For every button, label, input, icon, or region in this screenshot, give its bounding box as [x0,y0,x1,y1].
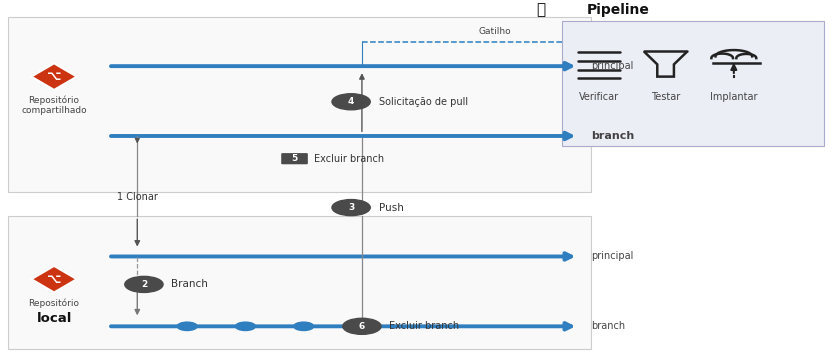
Circle shape [332,94,370,110]
FancyBboxPatch shape [281,153,308,164]
Text: 3: 3 [348,203,354,212]
Text: 4: 4 [348,97,354,106]
Text: Repositório: Repositório [28,298,80,308]
Text: Verificar: Verificar [579,92,619,102]
Text: principal: principal [591,251,633,261]
Text: 5: 5 [291,154,298,163]
Text: Gatilho: Gatilho [478,27,512,36]
Text: compartilhado: compartilhado [22,106,87,115]
Text: ⌥: ⌥ [47,273,62,286]
FancyBboxPatch shape [8,17,591,192]
Text: branch: branch [591,321,625,331]
Text: local: local [37,312,72,325]
Polygon shape [32,266,77,292]
Circle shape [177,322,197,330]
Text: Pipeline: Pipeline [587,3,650,17]
Text: Branch: Branch [171,279,208,289]
Polygon shape [32,63,77,90]
Text: Repositório: Repositório [28,96,80,105]
Text: principal: principal [591,61,633,71]
Text: 6: 6 [359,322,365,331]
Text: Excluir branch: Excluir branch [389,321,459,331]
FancyBboxPatch shape [562,21,824,146]
Circle shape [343,318,381,334]
Circle shape [332,200,370,216]
Text: Push: Push [379,203,404,213]
Text: branch: branch [591,131,634,141]
Circle shape [235,322,255,330]
Text: Excluir branch: Excluir branch [314,154,384,164]
Text: Implantar: Implantar [710,92,758,102]
Text: Testar: Testar [651,92,681,102]
Circle shape [125,276,163,292]
Circle shape [294,322,314,330]
Text: Solicitação de pull: Solicitação de pull [379,97,468,107]
Text: 🚀: 🚀 [537,2,545,17]
Text: 1 Clonar: 1 Clonar [116,192,158,202]
Text: 2: 2 [141,280,147,289]
Text: ⌥: ⌥ [47,70,62,83]
FancyBboxPatch shape [8,216,591,349]
